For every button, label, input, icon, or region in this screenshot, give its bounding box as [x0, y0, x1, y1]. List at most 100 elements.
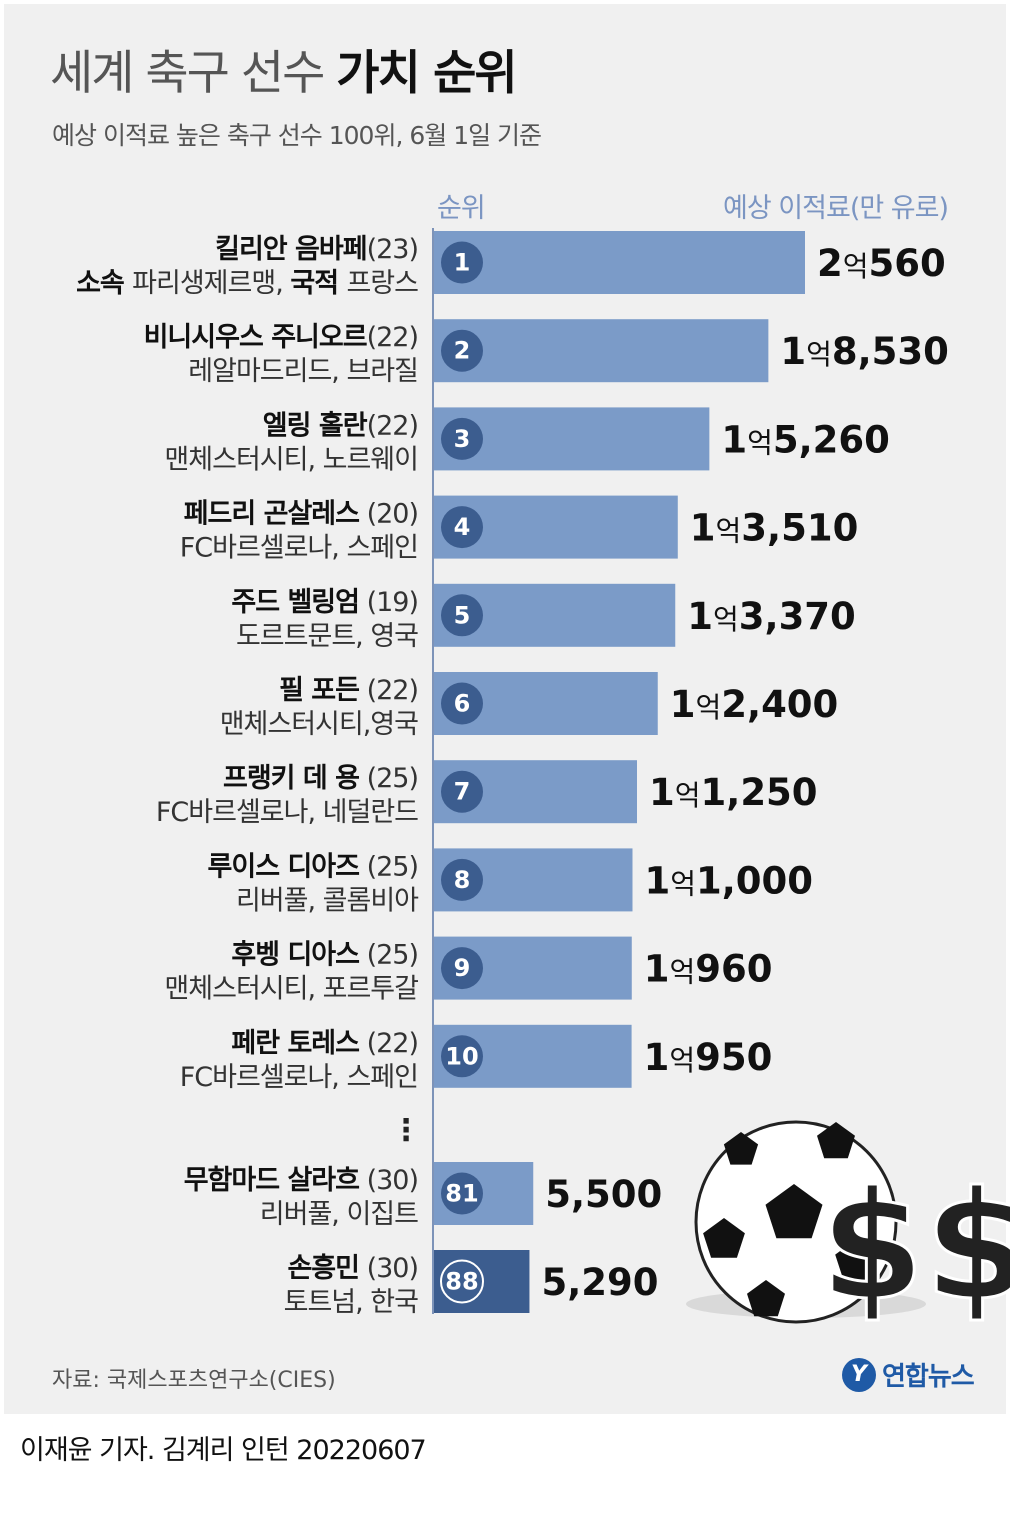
- value-label: 5,290: [541, 1261, 658, 1304]
- rank-circle: [441, 417, 483, 460]
- player-age: (22): [367, 410, 418, 441]
- ball-patch: [723, 1132, 759, 1165]
- rank-label: 8: [454, 866, 471, 894]
- rank-label: 3: [454, 425, 471, 453]
- ellipsis: ⋮: [391, 1113, 421, 1148]
- player-club: 레알마드리드, 브라질: [188, 356, 418, 387]
- club-text: 토트넘, 한국: [284, 1287, 419, 1318]
- rank-circle: [441, 241, 483, 284]
- club-text: FC바르셀로나, 스페인: [180, 533, 418, 564]
- value-eok-number: 1: [644, 1036, 670, 1079]
- value-eok-number: 2: [817, 242, 843, 285]
- club-text: 맨체스터시티, 포르투갈: [164, 974, 418, 1005]
- value-eok-unit: 억: [670, 867, 696, 900]
- soccer-ball-icon: [686, 1120, 926, 1324]
- rank-circle: [441, 594, 483, 637]
- title-bold: 가치 순위: [336, 46, 517, 101]
- value-eok-number: 1: [780, 330, 806, 373]
- bar-row-81: 81 무함마드 살라흐 (30)리버풀, 이집트 5,500: [184, 1162, 662, 1230]
- value-eok-number: 1: [690, 507, 716, 550]
- value-label: 1억950: [644, 1036, 773, 1079]
- rank-label: 2: [454, 337, 471, 365]
- player-age: (20): [359, 499, 418, 530]
- value-rest: 2,400: [721, 683, 838, 726]
- player-club: 맨체스터시티, 포르투갈: [164, 974, 418, 1005]
- player-name: 주드 벨링엄 (19): [231, 587, 418, 618]
- player-club: 리버풀, 이집트: [260, 1199, 418, 1230]
- rank-label: 1: [454, 249, 471, 277]
- value-rest: 560: [869, 242, 946, 285]
- rank-label: 81: [445, 1180, 478, 1208]
- player-name-text: 무함마드 살라흐: [184, 1165, 359, 1196]
- player-name: 킬리안 음바페(23): [215, 234, 418, 265]
- rank-circle: [441, 506, 483, 549]
- value-eok-unit: 억: [696, 691, 722, 724]
- rank-circle: [441, 1035, 483, 1078]
- value-eok-unit: 억: [670, 956, 696, 989]
- value-rest: 5,290: [541, 1261, 658, 1304]
- player-name-text: 손흥민: [287, 1253, 359, 1284]
- value-label: 1억1,000: [644, 859, 813, 902]
- player-name: 손흥민 (30): [287, 1253, 418, 1284]
- value-eok-unit: 억: [843, 250, 869, 283]
- value-eok-number: 1: [721, 418, 747, 461]
- rank-label: 9: [454, 954, 471, 982]
- club-text: 맨체스터시티, 노르웨이: [164, 444, 418, 475]
- player-name-text: 프랭키 데 용: [223, 763, 359, 794]
- player-club: FC바르셀로나, 네덜란드: [156, 797, 418, 828]
- player-name-text: 킬리안 음바페: [215, 234, 366, 265]
- rank-label: 6: [454, 690, 471, 718]
- rank-circle: [441, 682, 483, 725]
- rank-circle: [441, 770, 483, 813]
- rank-label: 88: [445, 1268, 478, 1296]
- value-label: 1억3,510: [690, 507, 859, 550]
- player-name-text: 페란 토레스: [231, 1028, 359, 1059]
- player-age: (25): [359, 851, 418, 882]
- club-text: 도르트문트, 영국: [236, 621, 418, 652]
- player-name: 프랭키 데 용 (25): [223, 763, 418, 794]
- player-club: 토트넘, 한국: [284, 1287, 419, 1318]
- bar-row-6: 6 필 포든 (22)맨체스터시티,영국 1억2,400: [220, 672, 838, 740]
- page-subtitle: 예상 이적료 높은 축구 선수 100위, 6월 1일 기준: [52, 121, 542, 150]
- ball-patch: [703, 1218, 745, 1258]
- bar-row-7: 7 프랭키 데 용 (25)FC바르셀로나, 네덜란드 1억1,250: [156, 760, 818, 828]
- player-age: (23): [367, 234, 418, 265]
- bar-row-10: 10 페란 토레스 (22)FC바르셀로나, 스페인 1억950: [180, 1024, 773, 1093]
- bar-row-5: 5 주드 벨링엄 (19)도르트문트, 영국 1억3,370: [231, 583, 856, 652]
- ball-patch: [817, 1122, 855, 1159]
- value-eok-number: 1: [670, 683, 696, 726]
- dollar-sign-icon: $$: [819, 1159, 1010, 1336]
- rank-label: 10: [445, 1042, 478, 1070]
- player-club: 맨체스터시티,영국: [220, 709, 418, 740]
- club-text: 리버풀, 콜롬비아: [236, 885, 419, 916]
- value-rest: 5,260: [773, 418, 890, 461]
- player-name: 필 포든 (22): [279, 675, 418, 706]
- value-rest: 5,500: [545, 1173, 662, 1216]
- bar-row-2: 2 비니시우스 주니오르(22)레알마드리드, 브라질 1억8,530: [144, 319, 949, 387]
- player-name: 엘링 홀란(22): [263, 410, 418, 441]
- value-eok-unit: 억: [669, 1044, 695, 1077]
- player-name-text: 엘링 홀란: [263, 410, 368, 441]
- value-eok-unit: 억: [675, 779, 701, 812]
- value-rest: 1,000: [696, 859, 813, 902]
- club-text: 리버풀, 이집트: [260, 1199, 418, 1230]
- player-name: 비니시우스 주니오르(22): [144, 322, 418, 353]
- player-name-text: 비니시우스 주니오르: [144, 322, 367, 353]
- logo-text: 연합뉴스: [882, 1362, 975, 1392]
- value-label: 1억1,250: [649, 771, 818, 814]
- player-age: (25): [359, 763, 418, 794]
- club-text: 레알마드리드, 브라질: [188, 356, 418, 387]
- player-club: 리버풀, 콜롬비아: [236, 885, 419, 916]
- value-label: 1억8,530: [780, 330, 949, 373]
- bar-row-88: 88 손흥민 (30)토트넘, 한국 5,290: [284, 1250, 659, 1318]
- value-eok-number: 1: [644, 859, 670, 902]
- ball-patch: [765, 1184, 823, 1239]
- player-age: (30): [359, 1253, 418, 1284]
- player-age: (19): [359, 587, 418, 618]
- rank-label: 7: [454, 778, 471, 806]
- club-text: FC바르셀로나, 네덜란드: [156, 797, 418, 828]
- value-eok-number: 1: [649, 771, 675, 814]
- value-label: 5,500: [545, 1173, 662, 1216]
- value-rest: 1,250: [701, 771, 818, 814]
